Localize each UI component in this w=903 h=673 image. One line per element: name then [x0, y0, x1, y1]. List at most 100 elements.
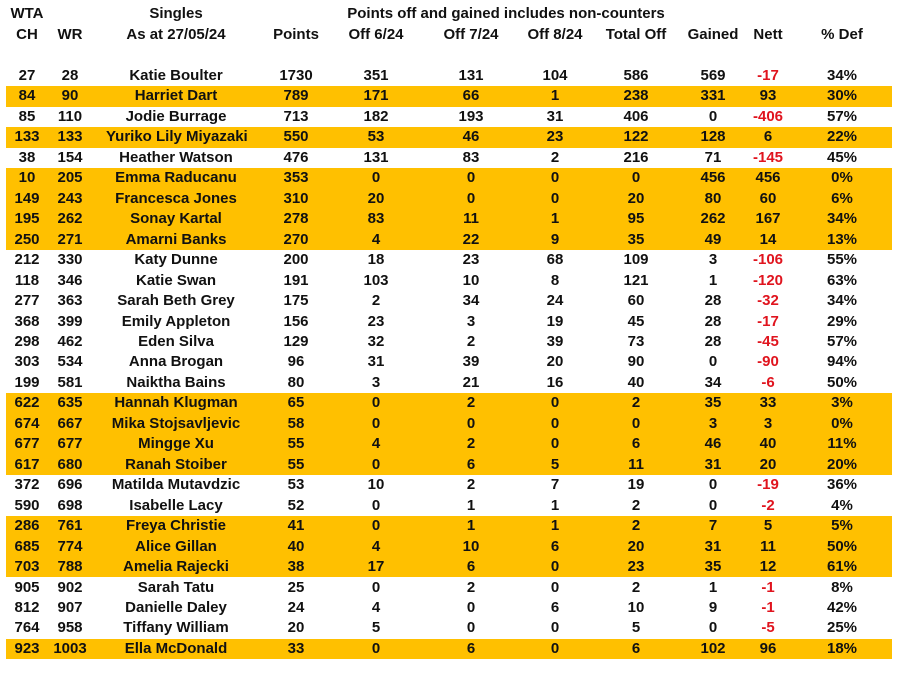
- cell-gained: 128: [700, 128, 726, 146]
- cell-name: Sonay Kartal: [130, 210, 222, 228]
- cell-def: 0%: [831, 414, 853, 432]
- cell-points: 476: [283, 148, 309, 166]
- cell-def: 18%: [826, 639, 858, 657]
- cell-name: Naiktha Bains: [126, 373, 226, 391]
- cell-off6: 10: [367, 476, 385, 494]
- cell-nett: -145: [752, 148, 784, 166]
- cell-off7: 0: [466, 189, 476, 207]
- cell-off6: 351: [363, 67, 389, 84]
- header-off7: Off 7/24: [443, 26, 499, 43]
- cell-off7: 21: [462, 373, 480, 391]
- cell-def: 0%: [831, 169, 853, 187]
- cell-off7: 0: [466, 598, 476, 616]
- cell-def: 94%: [826, 353, 858, 371]
- cell-nett: -2: [761, 496, 775, 514]
- cell-points: 55: [287, 455, 305, 473]
- cell-total: 90: [627, 353, 645, 371]
- cell-ch: 38: [18, 148, 36, 166]
- cell-nett: 40: [759, 435, 777, 453]
- cell-gained: 0: [708, 476, 718, 494]
- cell-nett: -17: [757, 67, 779, 84]
- cell-name: Danielle Daley: [125, 598, 227, 616]
- cell-def: 34%: [826, 210, 858, 228]
- cell-wr: 90: [61, 87, 79, 105]
- cell-points: 713: [283, 107, 309, 125]
- cell-wr: 133: [57, 128, 83, 146]
- table-row: [6, 127, 892, 148]
- cell-nett: -1: [761, 578, 775, 596]
- table-row: [6, 188, 892, 210]
- cell-off8: 0: [550, 558, 560, 576]
- cell-nett: 14: [759, 230, 777, 248]
- cell-nett: 6: [763, 128, 773, 146]
- cell-name: Matilda Mutavdzic: [111, 476, 241, 494]
- cell-nett: 12: [759, 558, 777, 576]
- cell-ch: 250: [14, 230, 40, 248]
- cell-off8: 1: [550, 210, 560, 228]
- cell-name: Mingge Xu: [138, 435, 214, 453]
- cell-wr: 667: [57, 414, 83, 432]
- cell-wr: 346: [57, 271, 83, 289]
- cell-ch: 199: [14, 373, 40, 391]
- cell-wr: 1003: [53, 639, 87, 657]
- cell-ch: 764: [14, 619, 40, 637]
- cell-total: 10: [627, 598, 645, 616]
- cell-off8: 24: [546, 292, 564, 310]
- cell-off6: 4: [371, 230, 381, 248]
- cell-off6: 0: [371, 455, 381, 473]
- cell-name: Alice Gillan: [135, 537, 217, 555]
- cell-total: 35: [627, 230, 645, 248]
- cell-off7: 23: [462, 251, 480, 269]
- cell-total: 0: [631, 414, 641, 432]
- cell-def: 34%: [826, 292, 858, 310]
- cell-off7: 0: [466, 414, 476, 432]
- cell-ch: 812: [14, 598, 40, 616]
- cell-off6: 3: [371, 373, 381, 391]
- cell-def: 50%: [826, 373, 858, 391]
- cell-wr: 907: [57, 598, 83, 616]
- cell-gained: 3: [708, 414, 718, 432]
- cell-ch: 703: [14, 558, 40, 576]
- cell-off6: 182: [363, 107, 389, 125]
- cell-off7: 0: [466, 169, 476, 187]
- cell-off8: 8: [550, 271, 560, 289]
- cell-ch: 303: [14, 353, 40, 371]
- cell-nett: 33: [759, 394, 777, 412]
- cell-off6: 103: [363, 271, 389, 289]
- cell-nett: 167: [755, 210, 781, 228]
- cell-name: Ranah Stoiber: [125, 455, 227, 473]
- cell-ch: 677: [14, 435, 40, 453]
- cell-ch: 372: [14, 476, 40, 494]
- cell-name: Anna Brogan: [128, 353, 224, 371]
- cell-wr: 635: [57, 394, 83, 412]
- cell-off7: 46: [462, 128, 480, 146]
- cell-points: 96: [287, 353, 305, 371]
- cell-ch: 85: [18, 107, 36, 125]
- cell-nett: 93: [759, 87, 777, 105]
- cell-gained: 28: [704, 332, 722, 350]
- cell-ch: 149: [14, 189, 40, 207]
- cell-points: 175: [283, 292, 309, 310]
- cell-total: 60: [627, 292, 645, 310]
- cell-off8: 5: [550, 455, 560, 473]
- cell-off6: 171: [363, 87, 389, 105]
- cell-gained: 49: [704, 230, 722, 248]
- cell-name: Katy Dunne: [134, 251, 218, 269]
- cell-def: 36%: [826, 476, 858, 494]
- cell-nett: -406: [752, 107, 784, 125]
- cell-total: 2: [631, 578, 641, 596]
- cell-name: Tiffany William: [123, 619, 229, 637]
- cell-points: 156: [283, 312, 309, 330]
- cell-points: 200: [283, 251, 309, 269]
- cell-total: 23: [627, 558, 645, 576]
- cell-ch: 277: [14, 292, 40, 310]
- cell-points: 55: [287, 435, 305, 453]
- header-wr: WR: [57, 26, 83, 43]
- cell-off7: 2: [466, 578, 476, 596]
- cell-wr: 761: [57, 517, 83, 535]
- cell-nett: -17: [757, 312, 779, 330]
- cell-off8: 23: [546, 128, 564, 146]
- cell-nett: -120: [752, 271, 784, 289]
- cell-off6: 23: [367, 312, 385, 330]
- cell-gained: 31: [704, 537, 722, 555]
